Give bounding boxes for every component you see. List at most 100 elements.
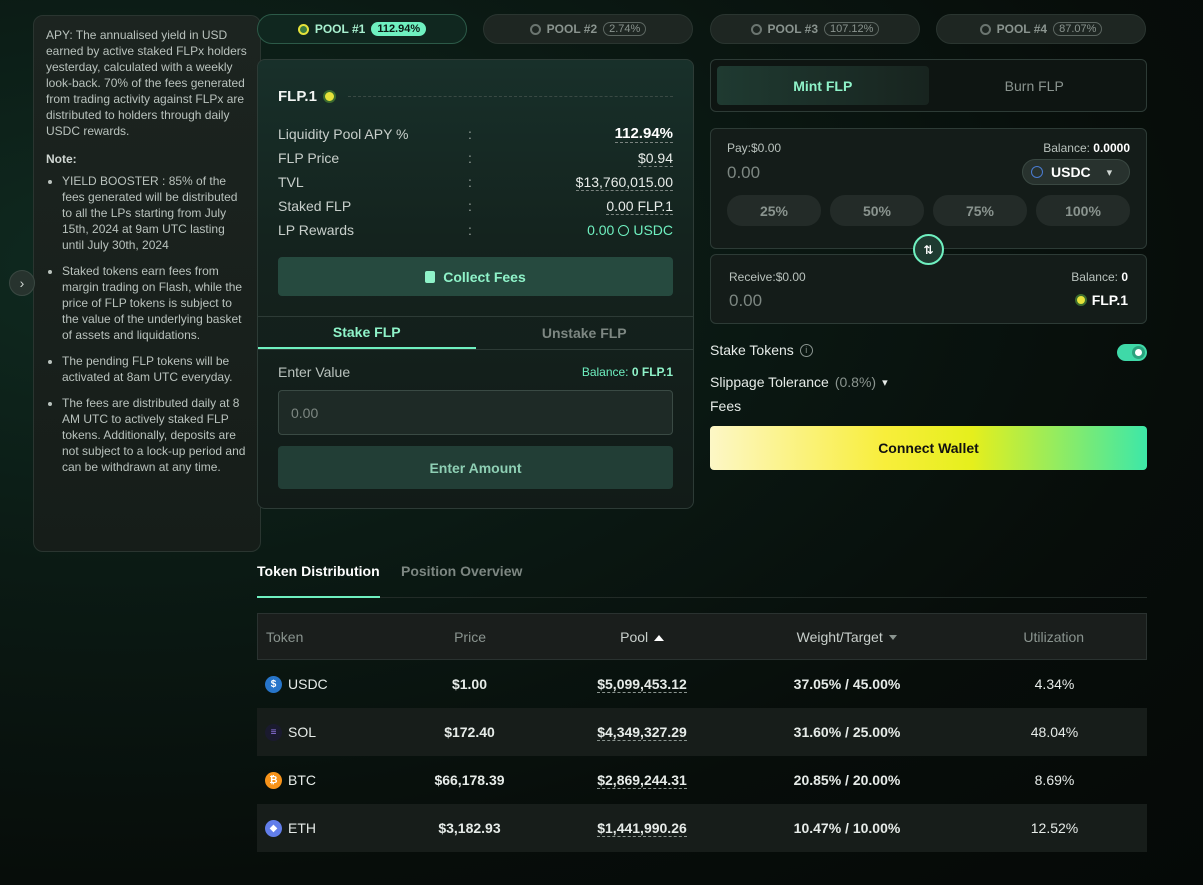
token-name: ETH <box>288 820 316 836</box>
pay-token-select[interactable]: USDC ▾ <box>1022 159 1130 185</box>
stat-flp-price: FLP Price : $0.94 <box>278 148 673 168</box>
stake-balance: Balance: 0 FLP.1 <box>582 365 673 379</box>
pay-amount-input[interactable]: 0.00 <box>727 163 761 182</box>
tab-unstake-flp[interactable]: Unstake FLP <box>541 325 627 341</box>
utilization-cell: 4.34% <box>1034 676 1075 692</box>
pool-apy-badge: 2.74% <box>603 22 647 36</box>
stake-amount-input[interactable]: 0.00 <box>278 390 673 435</box>
usdc-icon <box>618 224 630 236</box>
pool-apy-badge: 107.12% <box>824 22 880 36</box>
weight-cell: 37.05% / 45.00% <box>793 676 901 692</box>
stat-label: Staked FLP <box>278 198 352 214</box>
stat-label: FLP Price <box>278 150 340 166</box>
price-cell: $66,178.39 <box>434 772 505 788</box>
weight-cell: 31.60% / 25.00% <box>793 724 901 740</box>
stake-tokens-label: Stake Tokens <box>710 342 794 358</box>
receive-label: Receive:$0.00 <box>729 270 806 284</box>
tab-mint-flp[interactable]: Mint FLP <box>717 66 929 105</box>
rewards-unit: USDC <box>633 222 673 238</box>
flp-coin-icon <box>322 90 336 103</box>
sidebar-toggle-button[interactable]: › <box>9 270 35 296</box>
table-row[interactable]: $ USDC $1.00 $5,099,453.12 37.05% / 45.00… <box>257 660 1147 708</box>
percent-100-button[interactable]: 100% <box>1036 195 1130 226</box>
pay-balance: Balance: 0.0000 <box>1043 141 1130 155</box>
distribution-tabs: Token Distribution Position Overview <box>257 556 1147 598</box>
stat-colon: : <box>468 174 472 190</box>
note-title: Note: <box>46 152 77 166</box>
tab-stake-flp[interactable]: Stake FLP <box>258 317 476 349</box>
header-weight[interactable]: Weight/Target <box>732 629 961 645</box>
percent-75-button[interactable]: 75% <box>933 195 1027 226</box>
stake-tokens-toggle[interactable] <box>1117 344 1147 361</box>
sort-up-icon <box>654 634 665 641</box>
flp-title-text: FLP.1 <box>278 88 317 105</box>
apy-info-panel: APY: The annualised yield in USD earned … <box>33 15 261 552</box>
tab-pool-2[interactable]: POOL #2 2.74% <box>483 14 693 44</box>
tab-burn-flp[interactable]: Burn FLP <box>1004 77 1064 94</box>
stat-value: 0.00 FLP.1 <box>606 197 673 215</box>
stat-label: Liquidity Pool APY % <box>278 126 409 142</box>
header-utilization: Utilization <box>1023 628 1085 645</box>
header-weight-label: Weight/Target <box>796 628 883 645</box>
mint-burn-tabs: Mint FLP Burn FLP <box>710 59 1147 112</box>
pool-apy-badge: 112.94% <box>371 22 427 36</box>
token-name: BTC <box>288 772 316 788</box>
percent-25-button[interactable]: 25% <box>727 195 821 226</box>
stake-tokens-row: Stake Tokens i <box>710 342 813 358</box>
stat-colon: : <box>468 222 472 238</box>
pool-value: $5,099,453.12 <box>597 676 687 693</box>
swap-icon[interactable]: ⇅ <box>913 234 944 265</box>
enter-amount-button[interactable]: Enter Amount <box>278 446 673 489</box>
header-pool[interactable]: Pool <box>552 629 732 645</box>
slippage-value: (0.8%) <box>834 374 877 390</box>
header-pool-label: Pool <box>620 628 649 645</box>
pool-tab-label: POOL #2 <box>546 22 598 36</box>
stat-staked-flp: Staked FLP : 0.00 FLP.1 <box>278 196 673 216</box>
usdc-icon <box>1031 166 1043 178</box>
table-row[interactable]: ≡ SOL $172.40 $4,349,327.29 31.60% / 25.0… <box>257 708 1147 756</box>
balance-value: 0 FLP.1 <box>631 365 673 379</box>
token-distribution-table: Token Price Pool Weight/Target Utilizati… <box>257 613 1147 852</box>
btc-icon: ₿ <box>265 771 282 789</box>
chevron-right-icon: › <box>19 275 25 291</box>
token-cell: ◆ ETH <box>257 819 387 837</box>
stat-label: TVL <box>278 174 304 190</box>
table-row[interactable]: ◆ ETH $3,182.93 $1,441,990.26 10.47% / 10… <box>257 804 1147 852</box>
tab-pool-3[interactable]: POOL #3 107.12% <box>710 14 920 44</box>
info-icon[interactable]: i <box>799 343 813 357</box>
pool-value: $1,441,990.26 <box>597 820 687 837</box>
pool-tab-label: POOL #4 <box>996 22 1048 36</box>
note-item: The fees are distributed daily at 8 AM U… <box>62 395 248 475</box>
pool-tab-label: POOL #1 <box>314 22 366 36</box>
token-cell: ₿ BTC <box>257 771 387 789</box>
collect-fees-button[interactable]: Collect Fees <box>278 257 673 296</box>
pool-apy-badge: 87.07% <box>1053 22 1103 36</box>
tab-token-distribution[interactable]: Token Distribution <box>257 563 380 598</box>
token-cell: ≡ SOL <box>257 723 387 741</box>
percent-50-button[interactable]: 50% <box>830 195 924 226</box>
usdc-icon: $ <box>265 675 282 693</box>
balance-label: Balance: <box>1071 270 1118 284</box>
pool-coin-icon <box>529 23 541 35</box>
pool-value: $4,349,327.29 <box>597 724 687 741</box>
pool-cell: $4,349,327.29 <box>552 724 732 741</box>
tab-pool-4[interactable]: POOL #4 87.07% <box>936 14 1146 44</box>
stat-value: $13,760,015.00 <box>575 173 673 191</box>
pool-coin-icon <box>750 23 762 35</box>
receive-token: FLP.1 <box>1074 292 1128 308</box>
stake-tabs: Stake FLP Unstake FLP <box>258 316 693 350</box>
token-name: USDC <box>288 676 328 692</box>
utilization-cell: 12.52% <box>1030 820 1079 836</box>
utilization-cell: 48.04% <box>1030 724 1079 740</box>
pay-label: Pay:$0.00 <box>727 141 782 155</box>
price-cell: $1.00 <box>451 676 488 692</box>
table-row[interactable]: ₿ BTC $66,178.39 $2,869,244.31 20.85% / 2… <box>257 756 1147 804</box>
connect-wallet-button[interactable]: Connect Wallet <box>710 426 1147 470</box>
table-header: Token Price Pool Weight/Target Utilizati… <box>257 613 1147 660</box>
tab-position-overview[interactable]: Position Overview <box>401 563 523 579</box>
pay-token-label: USDC <box>1051 164 1091 180</box>
pool-cell: $1,441,990.26 <box>552 820 732 837</box>
slippage-row[interactable]: Slippage Tolerance (0.8%) ▾ <box>710 374 888 390</box>
sol-icon: ≡ <box>265 723 282 741</box>
tab-pool-1[interactable]: POOL #1 112.94% <box>257 14 467 44</box>
